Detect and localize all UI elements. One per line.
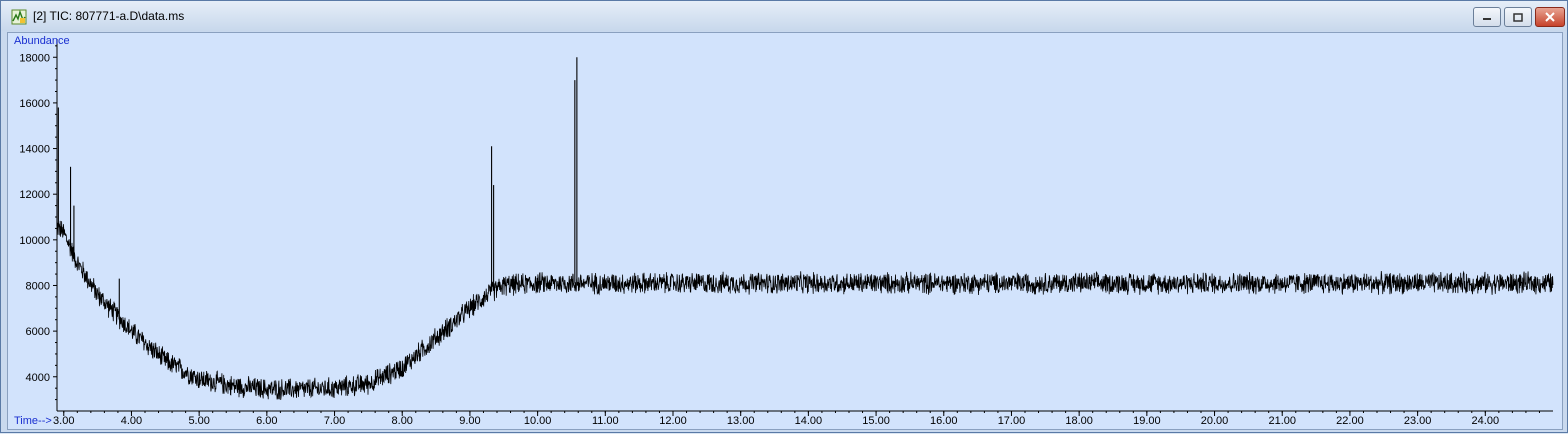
y-tick-label: 4000 xyxy=(26,372,50,384)
maximize-icon xyxy=(1513,12,1523,22)
x-tick-label: 6.00 xyxy=(256,415,277,427)
x-tick-label: 10.00 xyxy=(524,415,552,427)
x-tick-label: 13.00 xyxy=(727,415,755,427)
x-tick-label: 18.00 xyxy=(1065,415,1093,427)
chromatogram-chart[interactable]: 4000 6000 8000 10000 12000 14000 16000 18000 3.0… xyxy=(8,33,1562,429)
close-button[interactable] xyxy=(1535,7,1565,27)
x-tick-label: 3.00 xyxy=(53,415,74,427)
window-title: [2] TIC: 807771-a.D\data.ms xyxy=(33,9,185,23)
x-tick-label: 8.00 xyxy=(392,415,413,427)
x-tick-label: 11.00 xyxy=(592,415,619,427)
x-tick-label: 19.00 xyxy=(1133,415,1161,427)
x-tick-label: 14.00 xyxy=(795,415,823,427)
minimize-icon xyxy=(1483,18,1491,20)
minimize-button[interactable] xyxy=(1473,7,1501,27)
title-bar[interactable]: [2] TIC: 807771-a.D\data.ms xyxy=(1,1,1567,31)
y-tick-label: 10000 xyxy=(19,235,50,247)
y-tick-label: 16000 xyxy=(19,98,50,110)
y-tick-label: 12000 xyxy=(19,189,50,201)
maximize-button[interactable] xyxy=(1504,7,1532,27)
plot-area[interactable]: 4000 6000 8000 10000 12000 14000 16000 18000 3.0… xyxy=(7,32,1563,430)
x-tick-label: 17.00 xyxy=(998,415,1026,427)
x-axis-label: Time--> xyxy=(14,415,52,427)
x-tick-label: 21.00 xyxy=(1268,415,1296,427)
x-tick-label: 7.00 xyxy=(324,415,345,427)
x-tick-label: 23.00 xyxy=(1404,415,1432,427)
x-tick-label: 20.00 xyxy=(1201,415,1229,427)
y-tick-label: 14000 xyxy=(19,144,50,156)
chromatogram-app-icon xyxy=(11,9,27,25)
x-tick-label: 5.00 xyxy=(188,415,209,427)
x-tick-label: 24.00 xyxy=(1472,415,1500,427)
x-tick-label: 15.00 xyxy=(862,415,890,427)
y-tick-label: 18000 xyxy=(19,52,50,64)
y-tick-label: 8000 xyxy=(26,280,50,292)
y-axis-label: Abundance xyxy=(14,35,70,47)
x-tick-label: 9.00 xyxy=(459,415,480,427)
x-tick-label: 16.00 xyxy=(930,415,958,427)
close-icon xyxy=(1545,12,1555,22)
x-tick-label: 4.00 xyxy=(121,415,142,427)
x-tick-label: 22.00 xyxy=(1336,415,1364,427)
x-tick-label: 12.00 xyxy=(659,415,687,427)
y-tick-label: 6000 xyxy=(26,326,50,338)
tic-trace xyxy=(56,220,1554,400)
